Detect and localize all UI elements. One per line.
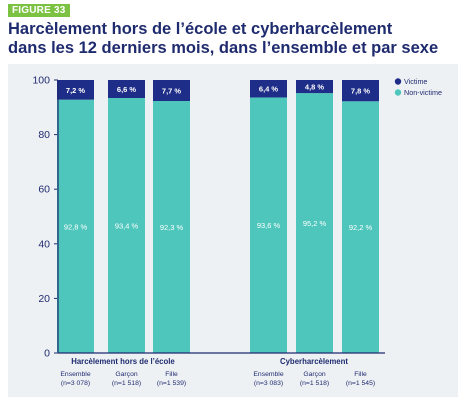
non-victime-data-label: 92,8 % <box>64 222 88 231</box>
victime-data-label: 6,4 % <box>259 85 279 94</box>
category-label: Ensemble <box>253 371 283 378</box>
y-tick-label: 0 <box>44 348 50 360</box>
non-victime-data-label: 95,2 % <box>303 219 327 228</box>
non-victime-data-label: 93,6 % <box>257 221 281 230</box>
bar-non-victime <box>57 99 94 353</box>
group-label: Harcèlement hors de l’école <box>71 357 175 366</box>
category-label: Garçon <box>115 371 138 378</box>
victime-data-label: 7,7 % <box>162 87 182 96</box>
y-tick-label: 40 <box>38 238 50 250</box>
legend-non-victime-label: Non-victime <box>404 88 442 97</box>
bar-victime <box>108 80 145 99</box>
non-victime-data-label: 92,3 % <box>160 223 184 232</box>
chart-title: Harcèlement hors de l’école et cyberharc… <box>8 20 460 58</box>
y-tick-label: 80 <box>38 129 50 141</box>
bar-non-victime <box>153 101 190 354</box>
category-n-label: (n=3 083) <box>254 380 283 387</box>
bar-victime <box>57 80 94 100</box>
legend-victime-swatch <box>394 78 402 85</box>
bar-non-victime <box>250 97 287 353</box>
bar-victime <box>250 80 287 98</box>
category-label: Ensemble <box>60 371 90 378</box>
category-n-label: (n=1 518) <box>112 380 141 387</box>
group-label: Cyberharcèlement <box>280 357 348 366</box>
category-label: Fille <box>354 371 367 378</box>
category-n-label: (n=1 545) <box>346 380 375 387</box>
y-tick-label: 100 <box>32 75 50 87</box>
non-victime-data-label: 92,2 % <box>349 223 373 232</box>
bar-victime <box>296 80 333 94</box>
bar-non-victime <box>342 101 379 353</box>
victime-data-label: 6,6 % <box>117 85 137 94</box>
category-n-label: (n=1 539) <box>157 380 186 387</box>
legend-victime-label: Victime <box>404 77 427 86</box>
legend-non-victime-swatch <box>394 89 402 96</box>
victime-data-label: 7,8 % <box>351 87 371 96</box>
victime-data-label: 7,2 % <box>66 86 86 95</box>
non-victime-data-label: 93,4 % <box>115 222 139 231</box>
y-tick-label: 60 <box>38 184 50 196</box>
bar-non-victime <box>108 98 145 353</box>
figure-badge: FIGURE 33 <box>8 4 71 17</box>
category-label: Fille <box>165 371 178 378</box>
bar-victime <box>342 80 379 102</box>
chart-title-line-1: Harcèlement hors de l’école et cyberharc… <box>8 20 393 38</box>
bar-victime <box>153 80 190 102</box>
y-tick-label: 20 <box>38 293 50 305</box>
category-n-label: (n=3 078) <box>61 380 90 387</box>
category-n-label: (n=1 518) <box>300 380 329 387</box>
bar-non-victime <box>296 93 333 353</box>
victime-data-label: 4,8 % <box>305 83 325 92</box>
chart-title-line-2: dans les 12 derniers mois, dans l’ensemb… <box>8 39 439 57</box>
category-label: Garçon <box>303 371 326 378</box>
